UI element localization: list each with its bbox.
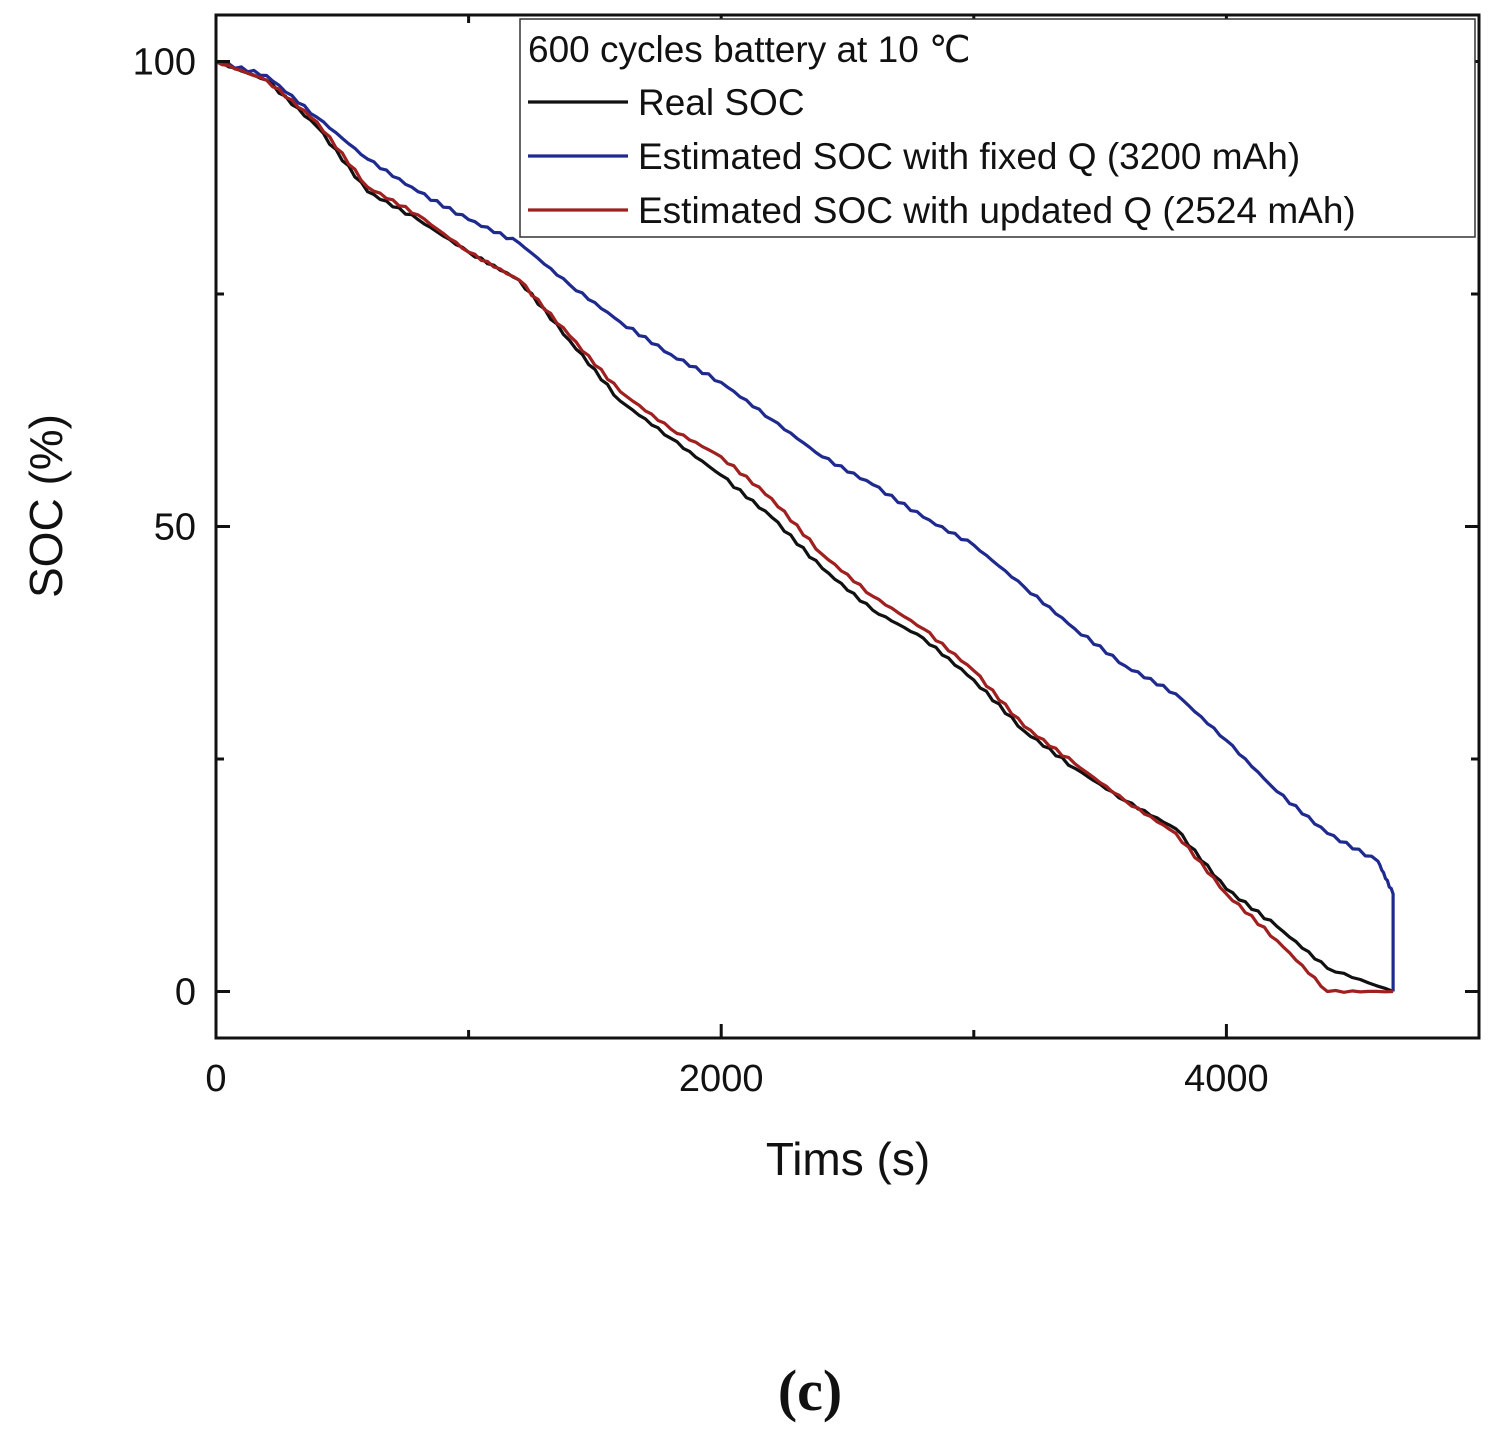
x-tick-label: 2000 xyxy=(679,1058,764,1100)
chart-title: 600 cycles battery at 10 ℃ xyxy=(528,29,971,70)
legend-box xyxy=(519,18,1476,238)
x-axis-title: Tims (s) xyxy=(766,1133,930,1185)
series-layer xyxy=(215,59,1395,994)
series-line-3 xyxy=(215,60,1394,994)
legend: 600 cycles battery at 10 ℃ Real SOC Estim… xyxy=(519,18,1476,238)
tick-layer: 0 2000 4000 0 50 100 xyxy=(133,15,1481,1100)
series-line-1 xyxy=(215,59,1394,993)
x-tick-label: 4000 xyxy=(1184,1058,1269,1100)
figure-caption: (c) xyxy=(778,1358,842,1423)
series-line-2 xyxy=(215,60,1395,992)
y-tick-label: 0 xyxy=(175,972,196,1014)
legend-entries: Real SOC Estimated SOC with fixed Q (3200… xyxy=(528,82,1356,231)
y-tick-label: 100 xyxy=(133,42,196,84)
x-tick-label: 0 xyxy=(205,1058,226,1100)
y-tick-label: 50 xyxy=(154,507,196,549)
legend-label: Estimated SOC with fixed Q (3200 mAh) xyxy=(638,136,1300,177)
legend-label: Estimated SOC with updated Q (2524 mAh) xyxy=(638,190,1356,231)
legend-label: Real SOC xyxy=(638,82,805,123)
y-axis-title: SOC (%) xyxy=(20,414,72,598)
